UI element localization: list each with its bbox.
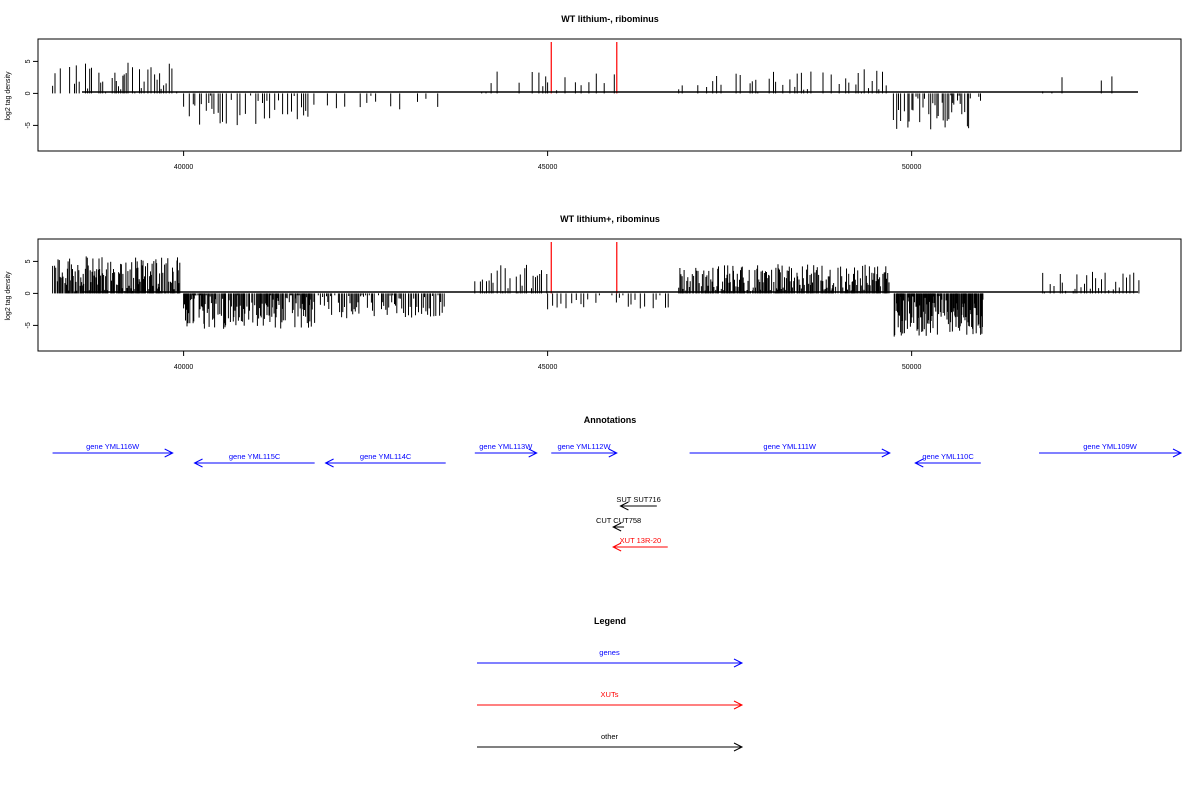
bar-group — [52, 62, 1113, 130]
y-tick-label: 0 — [25, 291, 32, 295]
plot-frame — [37, 238, 1182, 352]
feature-arrow: gene YML112W — [551, 442, 618, 458]
y-tick-label: 5 — [25, 259, 32, 263]
arrow-head — [324, 458, 334, 468]
bar-group — [52, 256, 1140, 337]
arrow-head — [914, 458, 924, 468]
arrow-head — [193, 458, 203, 468]
feature-layer: gene YML116W gene YML115C gene YML114C gene… — [52, 442, 1183, 552]
y-tick-label: 0 — [25, 91, 32, 95]
legend-items: genes XUTs other — [477, 648, 744, 752]
legend-label: XUTs — [601, 690, 619, 699]
feature-arrow: gene YML115C — [193, 452, 315, 468]
track-panel-lithium-minus: WT lithium-, ribominus log2 tag density … — [5, 14, 1182, 171]
feature-arrow: gene YML110C — [914, 452, 981, 468]
x-tick-label: 50000 — [902, 364, 922, 371]
legend-arrow-head — [733, 658, 744, 668]
x-tick-label: 40000 — [174, 164, 194, 171]
feature-label: gene YML115C — [229, 452, 281, 461]
panel-title: WT lithium+, ribominus — [560, 214, 660, 224]
feature-label: gene YML113W — [479, 442, 533, 451]
feature-label: gene YML111W — [763, 442, 816, 451]
feature-label: CUT CUT758 — [596, 516, 641, 525]
y-axis: -5 0 5 — [25, 59, 38, 129]
y-axis: -5 0 5 — [25, 259, 38, 329]
annotations-title: Annotations — [584, 415, 637, 425]
legend-title: Legend — [594, 616, 626, 626]
feature-arrow: SUT SUT716 — [616, 495, 661, 511]
arrow-head — [619, 501, 629, 511]
feature-label: SUT SUT716 — [616, 495, 660, 504]
arrow-head — [1172, 448, 1183, 458]
y-tick-label: -5 — [25, 322, 32, 328]
feature-arrow: CUT CUT758 — [596, 516, 641, 532]
plot-frame — [37, 38, 1182, 152]
x-axis: 40000 45000 50000 — [174, 351, 922, 371]
x-axis: 40000 45000 50000 — [174, 151, 922, 171]
arrow-head — [612, 542, 622, 552]
marker-group — [550, 242, 618, 294]
arrow-head — [608, 448, 618, 458]
marker-group — [550, 42, 618, 94]
y-axis-label: log2 tag density — [5, 71, 12, 121]
legend-item: other — [477, 732, 744, 752]
legend-arrow-head — [733, 700, 744, 710]
feature-label: gene YML112W — [557, 442, 611, 451]
feature-label: gene YML110C — [922, 452, 974, 461]
x-tick-label: 45000 — [538, 164, 558, 171]
legend-label: other — [601, 732, 619, 741]
legend-arrow-head — [733, 742, 744, 752]
legend-panel: Legend genes XUTs other — [477, 616, 744, 752]
y-axis-label: log2 tag density — [5, 271, 12, 321]
feature-arrow: gene YML113W — [474, 442, 538, 458]
feature-label: gene YML109W — [1083, 442, 1138, 451]
feature-arrow: gene YML114C — [324, 452, 446, 468]
feature-label: XUT 13R-20 — [620, 536, 662, 545]
legend-item: XUTs — [477, 690, 744, 710]
feature-label: gene YML116W — [86, 442, 140, 451]
x-tick-label: 40000 — [174, 364, 194, 371]
arrow-head — [881, 448, 891, 458]
legend-item: genes — [477, 648, 744, 668]
arrow-head — [612, 522, 622, 532]
legend-label: genes — [599, 648, 620, 657]
panel-title: WT lithium-, ribominus — [561, 14, 659, 24]
x-tick-label: 45000 — [538, 364, 558, 371]
feature-arrow: gene YML111W — [689, 442, 891, 458]
feature-arrow: gene YML109W — [1039, 442, 1183, 458]
arrow-head — [164, 448, 174, 458]
feature-arrow: gene YML116W — [52, 442, 174, 458]
track-panel-lithium-plus: WT lithium+, ribominus log2 tag density … — [5, 214, 1182, 371]
y-tick-label: 5 — [25, 59, 32, 63]
y-tick-label: -5 — [25, 122, 32, 128]
x-tick-label: 50000 — [902, 164, 922, 171]
feature-arrow: XUT 13R-20 — [612, 536, 668, 552]
feature-label: gene YML114C — [360, 452, 412, 461]
arrow-head — [528, 448, 538, 458]
